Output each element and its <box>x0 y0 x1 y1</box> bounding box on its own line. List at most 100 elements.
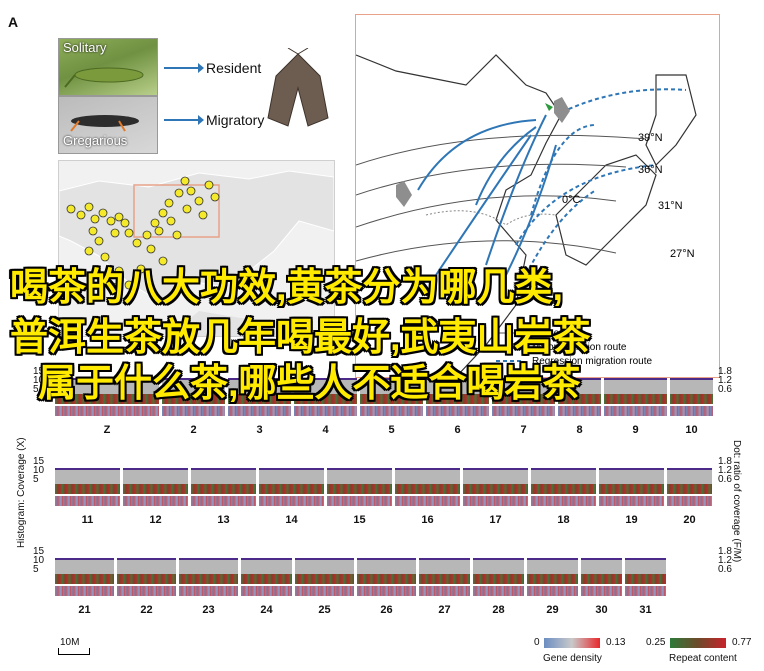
chromosome-label: 15 <box>353 514 366 526</box>
chromosome-track <box>295 558 354 574</box>
repeat-content-band <box>492 394 555 404</box>
chromosome-label: 11 <box>81 514 94 526</box>
regression-legend-label: Regression migration route <box>532 356 652 367</box>
chromosome-label: 7 <box>520 424 527 436</box>
gene-density-min: 0 <box>534 637 540 648</box>
chromosome-label: 25 <box>318 604 331 616</box>
repeat-content-band <box>179 574 238 584</box>
moth-marker-icon <box>554 97 570 123</box>
left-axis-tick: 5 <box>33 384 39 395</box>
chromosome-track <box>395 468 460 484</box>
gene-density-band <box>360 406 423 416</box>
chromosome-label: 27 <box>438 604 451 616</box>
resident-label: Resident <box>206 60 262 76</box>
repeat-content-band <box>360 394 423 404</box>
gene-density-band <box>581 586 622 596</box>
chromosome-track <box>191 468 256 484</box>
chromosome-label: 16 <box>421 514 434 526</box>
chromosome-label: 12 <box>149 514 162 526</box>
right-axis-tick: 1.2 <box>718 465 732 476</box>
chromosome-track <box>55 468 120 484</box>
chromosome-label: 6 <box>454 424 461 436</box>
distribution-map <box>58 160 335 337</box>
repeat-content-band <box>395 484 460 494</box>
chromosome-label: 2 <box>190 424 197 436</box>
moth-icon <box>267 48 329 127</box>
chromosome-label: 10 <box>685 424 698 436</box>
repeat-content-band <box>667 484 712 494</box>
right-axis-tick: 0.6 <box>718 564 732 575</box>
repeat-content-band <box>426 394 489 404</box>
left-axis-tick: 10 <box>33 555 45 566</box>
gene-density-band <box>55 406 159 416</box>
chromosome-label: 24 <box>260 604 273 616</box>
chromosome-track <box>357 558 416 574</box>
right-axis-tick: 1.8 <box>718 366 732 377</box>
gene-density-title: Gene density <box>543 653 602 664</box>
chromosome-track <box>117 558 176 574</box>
gene-density-band <box>117 586 176 596</box>
repeat-content-band <box>473 574 524 584</box>
chromosome-track <box>599 468 664 484</box>
repeat-content-band <box>117 574 176 584</box>
chromosome-track <box>179 558 238 574</box>
right-axis-tick: 0.6 <box>718 474 732 485</box>
gene-density-band <box>625 586 666 596</box>
chromosome-track <box>463 468 528 484</box>
migration-map-svg: 39°N 36°N 31°N 27°N 0°C Isotherm Major m… <box>355 54 697 378</box>
repeat-content-band <box>604 394 667 404</box>
repeat-content-band <box>531 484 596 494</box>
right-axis-label: Dot: ratio of coverage (F/M) <box>731 440 742 563</box>
right-axis-tick: 1.2 <box>718 375 732 386</box>
solitary-label: Solitary <box>63 40 107 55</box>
distribution-map-svg <box>58 170 335 336</box>
gene-density-max: 0.13 <box>606 637 626 648</box>
chromosome-label: 4 <box>322 424 329 436</box>
chromosome-track <box>426 378 489 394</box>
gene-density-band <box>162 406 225 416</box>
chromosome-track <box>162 378 225 394</box>
repeat-content-band <box>55 394 159 404</box>
chromosome-track <box>667 468 712 484</box>
chromosome-label: 21 <box>78 604 91 616</box>
repeat-content-band <box>558 394 601 404</box>
gene-density-band <box>295 586 354 596</box>
repeat-content-band <box>295 574 354 584</box>
gene-density-band <box>527 586 578 596</box>
chromosome-label: 9 <box>632 424 639 436</box>
lat-label-27: 27°N <box>670 248 695 260</box>
gregarious-locust-icon <box>70 115 139 132</box>
repeat-content-band <box>55 484 120 494</box>
repeat-content-min: 0.25 <box>646 637 666 648</box>
gene-density-band <box>395 496 460 506</box>
regression-routes <box>515 88 687 276</box>
scale-bar <box>58 648 90 655</box>
lat-label-31: 31°N <box>658 200 683 212</box>
chromosome-track <box>604 378 667 394</box>
gene-density-colorbar <box>544 638 600 648</box>
overlay-title-line-2: 普洱生茶放几年喝最好,武夷山岩茶 <box>10 317 591 359</box>
chromosome-label: 17 <box>489 514 502 526</box>
gene-density-band <box>179 586 238 596</box>
repeat-content-band <box>228 394 291 404</box>
chromosome-track <box>558 378 601 394</box>
gene-density-band <box>667 496 712 506</box>
chromosome-label: 29 <box>546 604 559 616</box>
overlay-title-line-1: 喝茶的八大功效,黄茶分为哪几类, <box>10 267 564 309</box>
chromosome-label: 23 <box>202 604 215 616</box>
chromosome-label: 31 <box>639 604 652 616</box>
gene-density-band <box>531 496 596 506</box>
coastline <box>355 54 562 378</box>
gene-density-band <box>426 406 489 416</box>
panel-b-letter: B <box>8 266 19 282</box>
chromosome-track <box>228 378 291 394</box>
right-axis-tick: 1.8 <box>718 546 732 557</box>
lat-label-39: 39°N <box>638 132 663 144</box>
repeat-content-band <box>162 394 225 404</box>
left-axis-tick: 10 <box>33 375 45 386</box>
chromosome-track <box>625 558 666 574</box>
chromosome-label: 8 <box>576 424 583 436</box>
left-axis-tick: 5 <box>33 474 39 485</box>
chromosome-label: 20 <box>683 514 696 526</box>
gene-density-band <box>259 496 324 506</box>
